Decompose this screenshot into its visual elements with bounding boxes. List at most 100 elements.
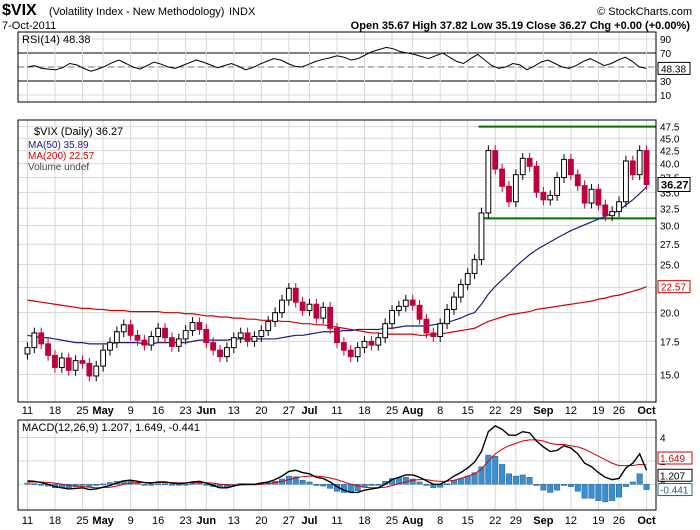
x-tick-label-bottom: 15 [462, 515, 474, 527]
x-tick-label-bottom: 25 [76, 515, 88, 527]
macd-histogram-bar [629, 481, 636, 485]
candle-body [595, 188, 602, 206]
candle-body [485, 150, 492, 214]
price-tick-label: 20.0 [660, 309, 680, 320]
candle [65, 352, 72, 376]
x-tick-label: 18 [358, 405, 370, 417]
candle [285, 282, 292, 306]
candle-body [526, 157, 533, 167]
candle-body [86, 362, 93, 377]
macd-histogram-bar [512, 475, 519, 485]
rsi-panel: 1030507090 48.38 RSI(14) 48.38 [17, 31, 691, 103]
x-tick-label: 9 [128, 405, 134, 417]
x-tick-label-bottom: 26 [613, 515, 625, 527]
x-tick-label: 25 [386, 405, 398, 417]
macd-histogram-bar [643, 484, 650, 490]
candle-body [217, 349, 223, 358]
candle-body [272, 312, 278, 322]
rsi-tick-label: 90 [660, 35, 672, 46]
candle-body [616, 201, 622, 213]
candle-body [340, 342, 347, 351]
x-tick-label: 19 [592, 405, 604, 417]
x-tick-label: 16 [152, 405, 164, 417]
x-tick-label: Sep [533, 405, 553, 417]
macd-histogram-bar [595, 484, 602, 501]
candle [196, 317, 203, 335]
legend-volume: Volume undef [28, 162, 89, 173]
price-tick-label: 32.5 [660, 204, 680, 215]
macd-histogram-bar [196, 482, 203, 485]
macd-line [27, 425, 648, 494]
candle [402, 294, 409, 312]
macd-histogram-bar [574, 484, 581, 492]
candle [120, 319, 127, 338]
legend-ma50: MA(50) 35.89 [28, 140, 89, 151]
macd-histogram-bar [86, 484, 93, 487]
candle-body [72, 360, 79, 371]
macd-histogram-bar [24, 482, 31, 485]
macd-histogram-bar [588, 484, 595, 499]
candle-body [402, 299, 409, 307]
macd-histogram-bar [423, 484, 430, 486]
candle [182, 325, 189, 345]
candle [299, 296, 306, 316]
last-close-box [657, 177, 691, 193]
x-tick-label: Jun [197, 405, 217, 417]
candle [629, 155, 636, 181]
candle [506, 180, 512, 208]
candle [561, 154, 567, 183]
x-tick-label: 22 [489, 405, 501, 417]
candle [258, 325, 265, 342]
macd-histogram-bar [492, 455, 499, 485]
macd-histogram-bar [471, 472, 478, 485]
candle [567, 154, 574, 181]
candle-body [52, 354, 58, 368]
x-tick-label: 25 [76, 405, 88, 417]
candle-body [203, 328, 210, 344]
candle-body [444, 308, 450, 325]
x-tick-label-bottom: 20 [255, 515, 267, 527]
candle [451, 291, 457, 315]
candle [361, 336, 368, 354]
candle [168, 332, 175, 352]
price-tick-label: 40.0 [660, 160, 680, 171]
x-tick-label-bottom: Aug [402, 515, 423, 527]
x-tick-label-bottom: 11 [22, 515, 33, 527]
macd-value-box [657, 483, 693, 497]
candle-body [478, 212, 485, 261]
price-tick-label: 15.0 [660, 371, 680, 382]
candle [533, 161, 540, 198]
candle-body [93, 365, 100, 377]
macd-histogram-bar [505, 473, 512, 485]
candle [210, 337, 217, 356]
candle-body [437, 323, 444, 338]
candle [485, 145, 492, 219]
candle-body [65, 357, 72, 371]
candle-body [492, 150, 499, 170]
rsi-tick-label: 30 [660, 77, 672, 88]
candle-body [127, 324, 134, 336]
candle-body [189, 322, 196, 332]
candle [519, 153, 526, 181]
legend-ma200: MA(200) 22.57 [28, 151, 95, 162]
x-tick-label-bottom: 11 [331, 515, 342, 527]
candle-body [175, 338, 182, 347]
candle-body [382, 323, 389, 339]
macd-value-label: 1.649 [660, 454, 685, 465]
x-tick-label: Oct [637, 405, 656, 417]
candle-body [554, 177, 561, 196]
candle-body [347, 349, 354, 358]
candle [430, 327, 437, 342]
macd-histogram-bar [533, 484, 540, 486]
macd-frame [17, 419, 657, 511]
x-tick-label: 11 [331, 405, 342, 417]
candle [354, 342, 361, 363]
candle [423, 313, 430, 339]
x-tick-label-bottom: 13 [228, 515, 240, 527]
candle [279, 294, 285, 319]
candle-body [574, 174, 581, 187]
candle-body [375, 337, 382, 346]
macd-histogram-bar [106, 482, 113, 485]
ohlc-summary: Open 35.67 High 37.82 Low 35.19 Close 36… [351, 20, 691, 32]
candle-body [313, 303, 320, 319]
